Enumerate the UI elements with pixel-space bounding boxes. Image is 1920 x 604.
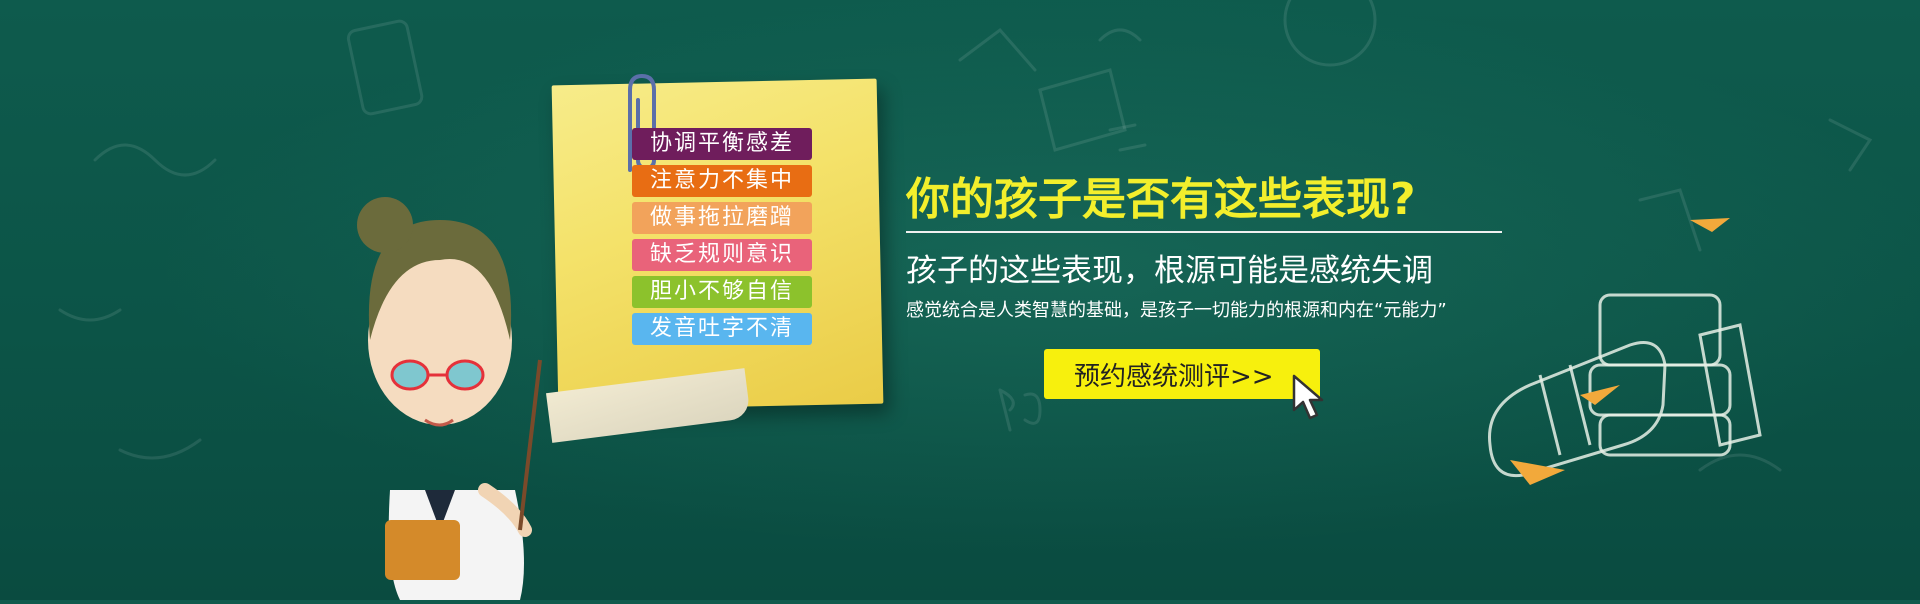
headline: 你的孩子是否有这些表现? [906, 174, 1416, 225]
symptom-tag-list: 协调平衡感差 注意力不集中 做事拖拉磨蹭 缺乏规则意识 胆小不够自信 发音吐字不… [632, 128, 812, 350]
symptom-tag: 胆小不够自信 [632, 276, 812, 308]
symptom-tag: 注意力不集中 [632, 165, 812, 197]
book-assessment-button[interactable]: 预约感统测评>> [1044, 349, 1320, 399]
cursor-pointer-icon [1290, 372, 1334, 428]
symptom-tag: 发音吐字不清 [632, 313, 812, 345]
symptom-tag: 协调平衡感差 [632, 128, 812, 160]
symptom-tag: 做事拖拉磨蹭 [632, 202, 812, 234]
symptom-tag: 缺乏规则意识 [632, 239, 812, 271]
subheadline: 孩子的这些表现，根源可能是感统失调 [906, 253, 1433, 289]
description: 感觉统合是人类智慧的基础，是孩子一切能力的根源和内在“元能力” [906, 300, 1447, 321]
paper-plane-icon [1690, 218, 1730, 232]
teacher-illustration [330, 190, 560, 604]
books-illustration [1470, 215, 1770, 509]
divider [906, 231, 1502, 233]
